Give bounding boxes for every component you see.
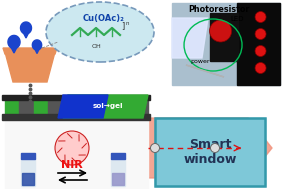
Polygon shape bbox=[23, 32, 29, 38]
Polygon shape bbox=[34, 100, 48, 114]
Polygon shape bbox=[119, 100, 134, 114]
Polygon shape bbox=[58, 95, 108, 118]
Polygon shape bbox=[91, 100, 105, 114]
Polygon shape bbox=[20, 22, 31, 34]
Text: power: power bbox=[190, 60, 210, 64]
Polygon shape bbox=[19, 100, 34, 114]
Ellipse shape bbox=[46, 2, 154, 62]
Circle shape bbox=[55, 131, 89, 165]
Circle shape bbox=[151, 143, 160, 153]
Polygon shape bbox=[172, 3, 280, 85]
Polygon shape bbox=[2, 114, 150, 120]
Polygon shape bbox=[21, 158, 35, 186]
Circle shape bbox=[211, 143, 220, 153]
Circle shape bbox=[255, 63, 266, 74]
Polygon shape bbox=[2, 95, 150, 100]
Polygon shape bbox=[76, 100, 91, 114]
Polygon shape bbox=[5, 100, 19, 114]
Polygon shape bbox=[5, 52, 55, 82]
Text: LED: LED bbox=[230, 16, 244, 22]
Polygon shape bbox=[111, 153, 125, 159]
Polygon shape bbox=[11, 47, 17, 53]
Polygon shape bbox=[172, 18, 208, 58]
Polygon shape bbox=[21, 153, 35, 159]
Text: n: n bbox=[125, 21, 128, 26]
Circle shape bbox=[255, 29, 266, 40]
Circle shape bbox=[210, 20, 231, 42]
Text: ]: ] bbox=[121, 21, 124, 30]
Polygon shape bbox=[134, 100, 148, 114]
Polygon shape bbox=[105, 100, 119, 114]
Circle shape bbox=[255, 12, 266, 22]
Polygon shape bbox=[186, 65, 224, 77]
Polygon shape bbox=[3, 48, 57, 54]
Polygon shape bbox=[237, 3, 280, 85]
Polygon shape bbox=[35, 48, 40, 53]
Polygon shape bbox=[210, 13, 238, 61]
Polygon shape bbox=[88, 118, 272, 178]
Polygon shape bbox=[155, 118, 265, 186]
Bar bbox=[155, 118, 265, 186]
Circle shape bbox=[255, 46, 266, 57]
Text: sol→gel: sol→gel bbox=[93, 103, 123, 109]
Polygon shape bbox=[112, 173, 124, 185]
Polygon shape bbox=[22, 173, 34, 185]
Text: Cu(OAc)₂: Cu(OAc)₂ bbox=[83, 15, 125, 23]
Polygon shape bbox=[32, 40, 42, 50]
Text: OH: OH bbox=[91, 44, 101, 49]
Text: NIR: NIR bbox=[61, 160, 83, 170]
Polygon shape bbox=[62, 100, 76, 114]
Polygon shape bbox=[5, 100, 148, 189]
Polygon shape bbox=[48, 100, 62, 114]
Polygon shape bbox=[186, 65, 224, 77]
Text: Photoresistor: Photoresistor bbox=[188, 5, 249, 14]
Polygon shape bbox=[111, 158, 125, 186]
Polygon shape bbox=[63, 95, 148, 118]
Text: Smart
window: Smart window bbox=[183, 138, 237, 166]
Polygon shape bbox=[8, 35, 20, 49]
